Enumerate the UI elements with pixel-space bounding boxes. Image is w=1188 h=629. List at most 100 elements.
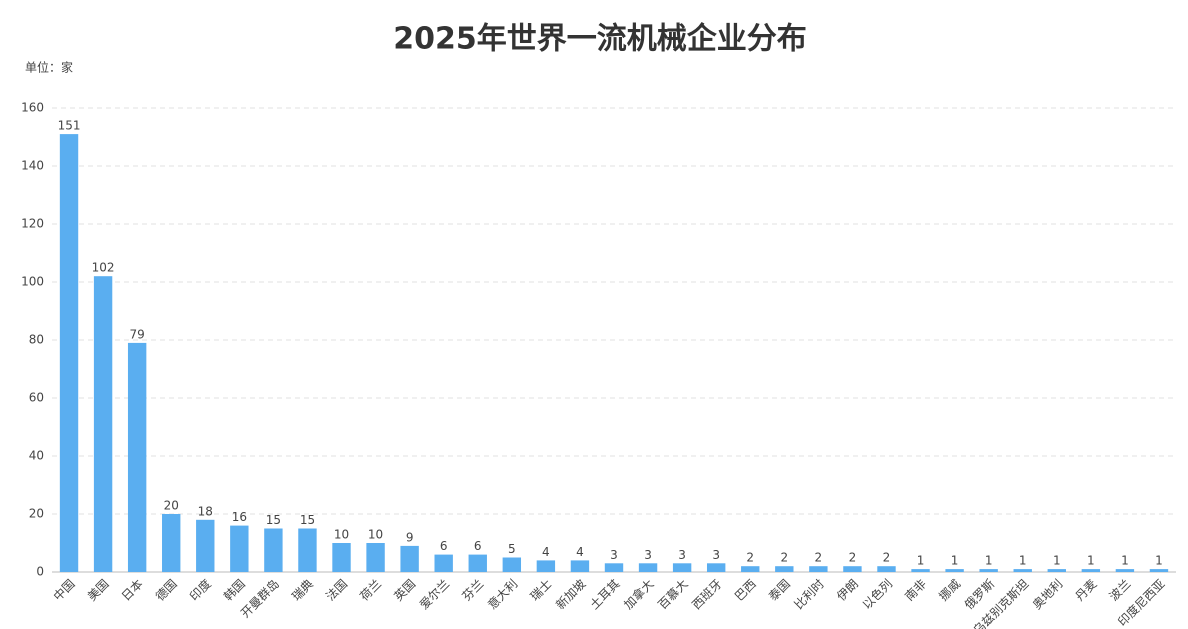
bar: [468, 554, 487, 572]
data-label: 9: [406, 530, 414, 544]
data-label: 3: [678, 548, 686, 562]
data-label: 20: [164, 499, 179, 513]
x-tick-label: 韩国: [220, 576, 248, 604]
x-tick-label: 新加坡: [552, 576, 588, 612]
bar: [672, 563, 692, 572]
data-label: 10: [334, 528, 349, 542]
x-tick-label: 印度: [186, 576, 214, 604]
bar: [706, 563, 726, 572]
x-tick-label: 瑞典: [289, 577, 316, 604]
data-label: 18: [198, 504, 213, 518]
data-label: 2: [815, 551, 823, 565]
data-label: 2: [849, 551, 857, 565]
data-label: 4: [542, 545, 550, 559]
data-label: 1: [917, 554, 925, 568]
data-label: 2: [883, 551, 891, 565]
bar: [638, 563, 658, 572]
x-tick-label: 巴西: [732, 577, 759, 604]
y-tick-label: 100: [21, 275, 44, 289]
x-tick-label: 荷兰: [357, 577, 384, 604]
x-tick-label: 百慕大: [655, 577, 690, 612]
y-tick-label: 0: [36, 565, 44, 579]
bar: [1013, 569, 1032, 572]
bar: [741, 566, 760, 572]
bar: [162, 514, 181, 572]
data-label: 1: [951, 554, 959, 568]
bar: [434, 554, 453, 572]
x-tick-label: 英国: [391, 577, 418, 604]
bar: [775, 566, 794, 572]
data-label: 3: [644, 548, 652, 562]
data-label: 102: [92, 261, 115, 275]
bar: [230, 525, 249, 572]
data-label: 2: [780, 551, 788, 565]
data-label: 5: [508, 542, 516, 556]
y-tick-label: 60: [29, 391, 44, 405]
x-tick-label: 意大利: [484, 576, 520, 612]
data-label: 1: [1087, 554, 1095, 568]
x-tick-label: 德国: [152, 576, 180, 604]
data-label: 4: [576, 545, 584, 559]
data-label: 3: [712, 548, 720, 562]
x-tick-label: 土耳其: [587, 577, 622, 612]
data-label: 1: [1121, 554, 1129, 568]
data-label: 3: [610, 548, 618, 562]
data-label: 15: [300, 513, 315, 527]
bar: [1081, 569, 1101, 572]
bar: [877, 566, 896, 572]
y-tick-label: 160: [21, 101, 44, 115]
x-tick-label: 南非: [902, 576, 930, 604]
data-label: 1: [985, 554, 993, 568]
x-tick-label: 泰国: [766, 577, 793, 604]
bar: [400, 545, 419, 572]
x-tick-label: 爱尔兰: [416, 576, 452, 612]
x-tick-label: 波兰: [1107, 577, 1134, 604]
x-tick-label: 美国: [85, 577, 112, 604]
data-label: 79: [130, 327, 145, 341]
x-tick-label: 挪威: [936, 577, 963, 604]
chart-title: 2025年世界一流机械企业分布: [393, 22, 807, 57]
data-label: 16: [232, 510, 247, 524]
bar: [1115, 569, 1135, 572]
bar: [59, 134, 79, 572]
bar: [945, 569, 964, 572]
y-tick-label: 20: [29, 507, 44, 521]
bar: [843, 566, 862, 572]
x-tick-label: 日本: [119, 577, 146, 604]
y-tick-label: 40: [29, 449, 44, 463]
x-tick-label: 西班牙: [689, 577, 724, 612]
x-tick-label: 开曼群岛: [237, 576, 282, 621]
y-tick-label: 140: [21, 159, 44, 173]
bar: [1047, 569, 1066, 572]
x-tick-label: 法国: [323, 577, 350, 604]
x-tick-label: 奥地利: [1030, 577, 1065, 612]
data-label: 15: [266, 513, 281, 527]
x-tick-label: 瑞士: [528, 577, 555, 604]
data-label: 2: [746, 551, 754, 565]
x-tick-label: 加拿大: [621, 576, 657, 612]
bar: [604, 563, 624, 572]
y-tick-label: 120: [21, 217, 44, 231]
data-label: 1: [1053, 554, 1061, 568]
bar: [298, 528, 317, 572]
bar: [536, 560, 556, 572]
bar: [196, 519, 215, 572]
bar: [502, 557, 522, 572]
data-label: 6: [474, 539, 482, 553]
data-label: 1: [1155, 554, 1163, 568]
bar: [979, 569, 998, 572]
bar: [93, 276, 113, 572]
data-label: 151: [58, 119, 81, 133]
x-tick-label: 比利时: [792, 577, 827, 612]
bar: [911, 569, 930, 572]
bar: [264, 528, 283, 572]
bar: [809, 566, 828, 572]
x-tick-label: 丹麦: [1073, 577, 1100, 604]
bar: [1149, 569, 1169, 572]
data-label: 1: [1019, 554, 1027, 568]
x-tick-label: 中国: [50, 576, 78, 604]
bar: [127, 342, 147, 572]
unit-label: 单位：家: [25, 60, 73, 75]
bar: [570, 560, 590, 572]
